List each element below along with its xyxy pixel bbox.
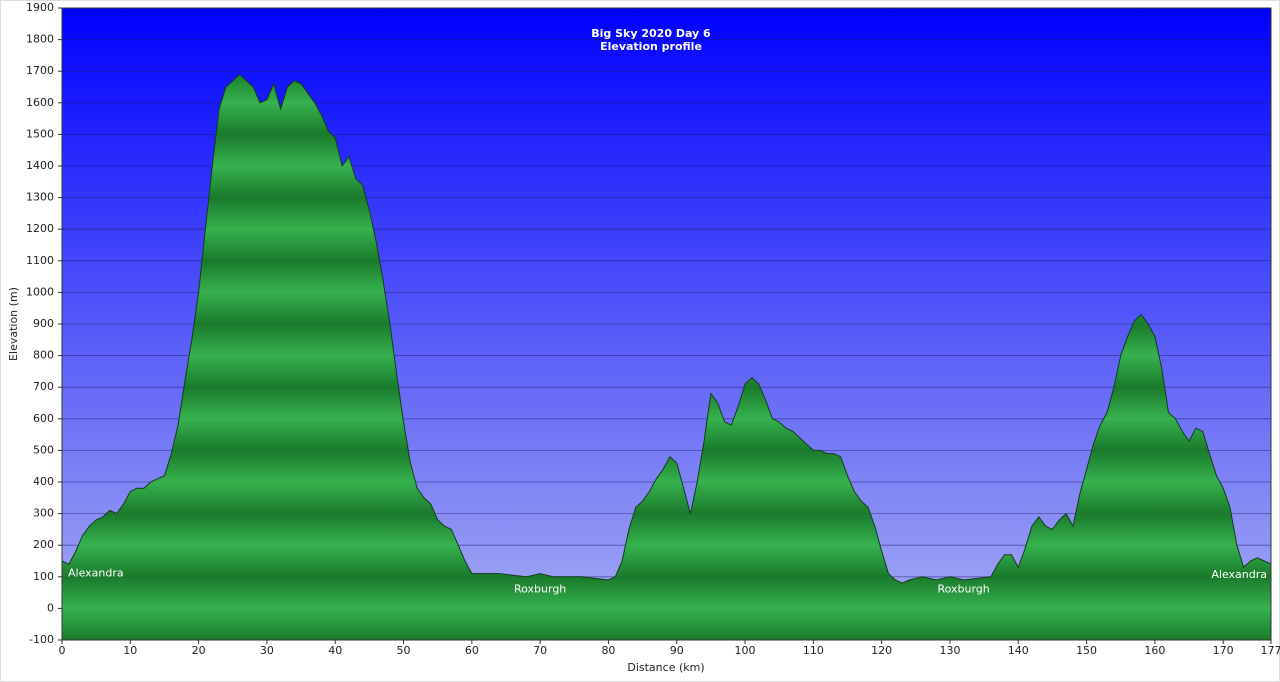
chart-title: Big Sky 2020 Day 6 xyxy=(591,27,711,40)
x-tick-label: 150 xyxy=(1076,644,1097,657)
y-tick-label: 1300 xyxy=(26,191,54,204)
x-tick-label: 170 xyxy=(1213,644,1234,657)
x-tick-label: 20 xyxy=(192,644,206,657)
elevation-area xyxy=(62,74,1271,640)
y-tick-label: 900 xyxy=(33,317,54,330)
x-tick-label: 100 xyxy=(735,644,756,657)
x-tick-label: 0 xyxy=(59,644,66,657)
y-tick-label: 1400 xyxy=(26,159,54,172)
y-tick-label: 1800 xyxy=(26,33,54,46)
x-tick-label: 60 xyxy=(465,644,479,657)
y-tick-label: 800 xyxy=(33,349,54,362)
y-tick-label: 1200 xyxy=(26,222,54,235)
x-tick-label: 10 xyxy=(123,644,137,657)
x-tick-label: 50 xyxy=(397,644,411,657)
y-tick-label: 500 xyxy=(33,443,54,456)
y-tick-label: 100 xyxy=(33,570,54,583)
y-tick-label: 0 xyxy=(47,601,54,614)
x-tick-label: 130 xyxy=(939,644,960,657)
annotation: Alexandra xyxy=(68,567,124,580)
y-tick-label: 1000 xyxy=(26,285,54,298)
x-tick-label: 80 xyxy=(601,644,615,657)
annotation: Roxburgh xyxy=(937,582,989,595)
y-tick-label: 1100 xyxy=(26,254,54,267)
elevation-line xyxy=(61,73,1272,584)
annotation: Roxburgh xyxy=(514,582,566,595)
y-tick-label: -100 xyxy=(29,633,54,646)
x-tick-label: 90 xyxy=(670,644,684,657)
chart-subtitle: Elevation profile xyxy=(600,40,702,53)
y-tick-label: 300 xyxy=(33,507,54,520)
y-tick-label: 200 xyxy=(33,538,54,551)
y-tick-label: 1700 xyxy=(26,64,54,77)
y-tick-label: 600 xyxy=(33,412,54,425)
y-tick-label: 400 xyxy=(33,475,54,488)
x-tick-label: 40 xyxy=(328,644,342,657)
x-tick-label: 160 xyxy=(1144,644,1165,657)
x-tick-label: 177 xyxy=(1261,644,1280,657)
x-tick-label: 110 xyxy=(803,644,824,657)
y-tick-label: 1900 xyxy=(26,1,54,14)
y-tick-label: 700 xyxy=(33,380,54,393)
x-tick-label: 120 xyxy=(871,644,892,657)
x-axis-label: Distance (km) xyxy=(627,661,704,674)
x-tick-label: 140 xyxy=(1008,644,1029,657)
y-tick-label: 1600 xyxy=(26,96,54,109)
annotation: Alexandra xyxy=(1211,568,1267,581)
y-tick-label: 1500 xyxy=(26,127,54,140)
x-tick-label: 30 xyxy=(260,644,274,657)
y-axis-label: Elevation (m) xyxy=(7,287,20,361)
x-tick-label: 70 xyxy=(533,644,547,657)
